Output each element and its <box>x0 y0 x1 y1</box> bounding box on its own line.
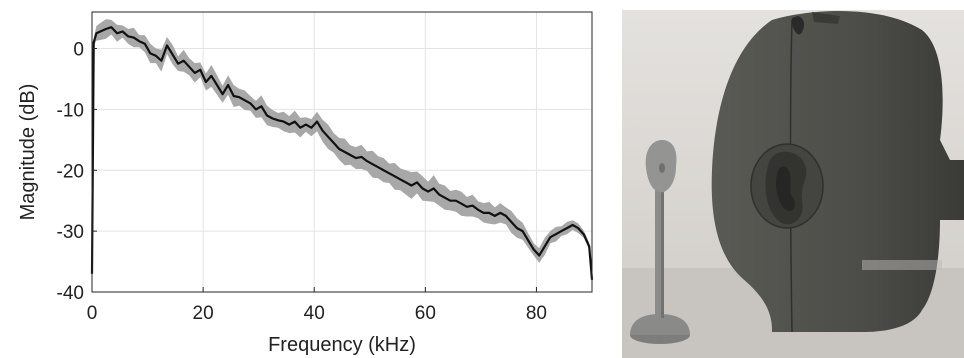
figurine-base <box>630 314 690 335</box>
dummy-head <box>711 10 964 333</box>
figurine-stand <box>655 190 664 318</box>
grid <box>92 12 592 292</box>
magnitude-line <box>90 26 594 280</box>
top-socket <box>791 16 805 35</box>
y-tick-label: -20 <box>57 161 84 182</box>
top-mount <box>812 12 840 24</box>
series-line <box>90 26 594 280</box>
figurine-ear <box>659 163 665 173</box>
y-tick-label: -40 <box>57 283 84 304</box>
y-tick-label: 0 <box>73 40 84 61</box>
ticks <box>91 48 537 293</box>
y-tick-label: -10 <box>57 100 84 121</box>
y-axis-title: Magnitude (dB) <box>17 84 39 221</box>
frequency-response-chart: 0 20 40 60 80 0-10-20-30-40 Frequency (kHz) … <box>17 11 594 356</box>
reflection <box>862 260 942 270</box>
y-tick-labels: 0 -10 -20 -30 -40 <box>57 40 84 304</box>
x-tick-label: 80 <box>526 303 547 324</box>
concha <box>776 166 795 211</box>
y-tick-label: -30 <box>57 222 84 243</box>
photo-illustration <box>622 10 964 358</box>
x-axis-title: Frequency (kHz) <box>268 334 416 356</box>
figurine-stand-shade <box>661 190 664 318</box>
plot-frame <box>91 11 593 293</box>
x-tick-label: 0 <box>87 303 98 324</box>
x-tick-label: 40 <box>304 303 325 324</box>
x-tick-label: 60 <box>415 303 436 324</box>
x-tick-labels: 0 20 40 60 80 <box>87 303 547 324</box>
binaural-head-photo <box>622 10 964 358</box>
x-tick-label: 20 <box>193 303 214 324</box>
